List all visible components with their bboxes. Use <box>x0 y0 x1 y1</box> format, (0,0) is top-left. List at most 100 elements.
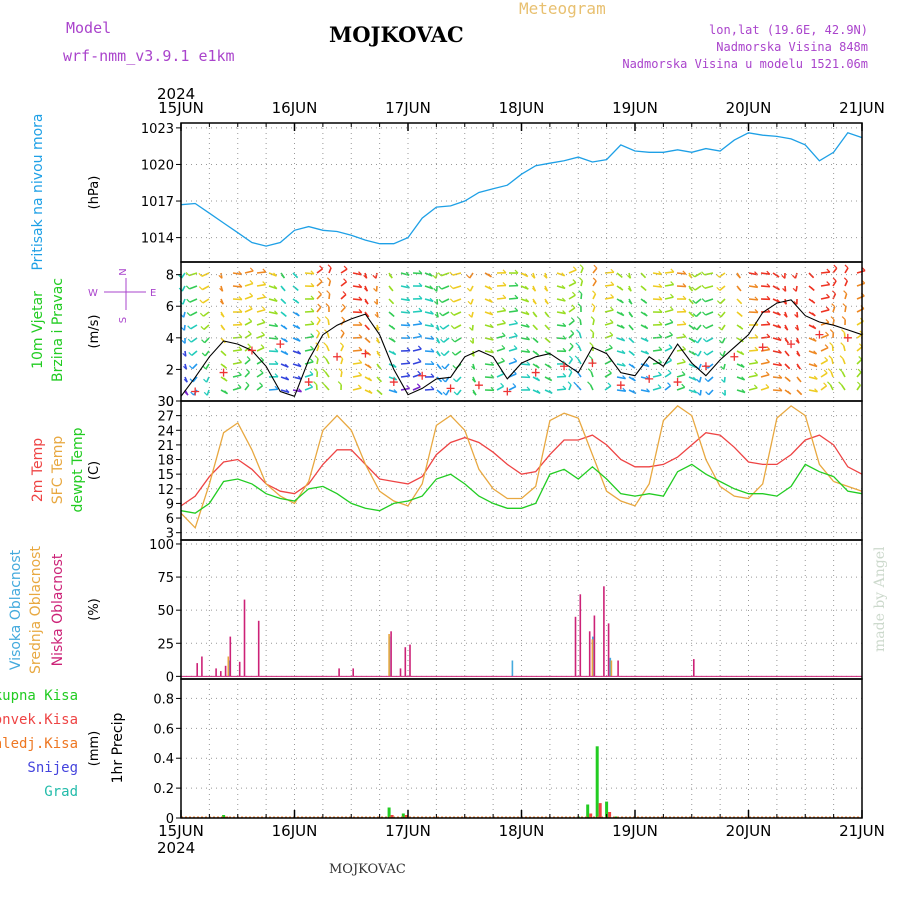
x-tick-label-bottom: 21JUN <box>839 822 885 840</box>
y-tick-label: 21 <box>157 439 174 454</box>
page-title: MOJKOVAC <box>329 22 464 47</box>
pressure-series-line <box>180 132 863 247</box>
y-tick-label: 18 <box>157 454 174 469</box>
cloud-bar-2 <box>238 661 241 677</box>
cloud-bar-1 <box>610 660 613 677</box>
wind-gust-marker <box>701 362 710 371</box>
wind-axis-title-2: Brzina i Pravac <box>50 278 66 382</box>
y-tick-label: 6 <box>166 300 174 315</box>
precip-bar-0 <box>595 746 599 818</box>
y-unit-label: (m/s) <box>87 315 102 349</box>
y-tick-label: 0.2 <box>153 782 174 797</box>
y-tick-label: 0 <box>166 670 174 685</box>
wind-gust-marker <box>588 359 597 368</box>
y-unit-label: (%) <box>87 598 102 621</box>
cloud-bar-2 <box>257 620 260 677</box>
cloud-bar-2 <box>338 668 340 677</box>
cloud-bar-2 <box>603 586 605 677</box>
y-tick-label: 6 <box>166 512 174 527</box>
cloud-bar-2 <box>693 659 695 677</box>
data-marks <box>180 132 863 818</box>
cloud-bar-2 <box>409 644 411 677</box>
altitude-readout: Nadmorska Visina 848m <box>716 40 868 54</box>
cloud-bar-0 <box>511 660 514 677</box>
y-tick-label: 0.6 <box>153 722 174 737</box>
cloud-bar-2 <box>229 636 232 677</box>
precip-legend-item: Snijeg <box>27 760 78 776</box>
cloud-axis-title-high: Visoka Oblacnost <box>8 549 24 670</box>
wind-gust-marker <box>503 387 512 396</box>
wind-gust-marker <box>418 371 427 380</box>
precip-bar-1 <box>390 815 394 818</box>
y-tick-label: 1014 <box>141 232 174 247</box>
x-tick-label-top: 15JUN <box>158 99 204 117</box>
year-label-top: 2024 <box>157 85 195 103</box>
cloud-bar-2 <box>579 594 582 677</box>
cloud-bar-2 <box>390 631 392 677</box>
credit-watermark: made by Angel <box>872 546 888 653</box>
model-name: wrf-nmm_v3.9.1 e1km <box>63 47 235 65</box>
year-label-bottom: 2024 <box>157 839 195 857</box>
cloud-axis-title-low: Niska Oblacnost <box>50 553 66 666</box>
wind-gust-marker <box>730 352 739 361</box>
grid-lines <box>181 123 862 819</box>
wind-gust-marker <box>758 343 767 352</box>
wind-gust-marker <box>616 381 625 390</box>
cloud-bar-1 <box>227 656 230 677</box>
x-tick-label-top: 20JUN <box>726 99 772 117</box>
wind-gust-marker <box>843 333 852 342</box>
y-tick-label: 0 <box>166 395 174 410</box>
panel-frames <box>180 122 863 819</box>
x-tick-label-bottom: 17JUN <box>385 822 431 840</box>
wind-gust-marker <box>276 340 285 349</box>
cloud-bar-1 <box>388 634 390 677</box>
model-label: Model <box>66 19 112 37</box>
precip-bar-0 <box>605 801 609 818</box>
y-tick-label: 12 <box>157 483 174 498</box>
y-tick-label: 0 <box>166 812 174 827</box>
compass-north: N <box>118 268 129 275</box>
y-tick-label: 30 <box>157 395 174 410</box>
temp-axis-title-dewpt: dewpt Temp <box>70 427 86 512</box>
x-tick-label-bottom: 19JUN <box>612 822 658 840</box>
x-tick-label-top: 17JUN <box>385 99 431 117</box>
wind-gust-marker <box>191 387 200 396</box>
y-tick-label: 8 <box>166 269 174 284</box>
x-tick-label-bottom: 18JUN <box>499 822 545 840</box>
cloud-bar-2 <box>607 623 610 677</box>
cloud-bar-2 <box>588 631 591 677</box>
y-tick-label: 15 <box>157 468 174 483</box>
precip-bar-0 <box>401 813 405 818</box>
y-unit-label: (mm) <box>87 731 102 766</box>
y-unit-label: (C) <box>87 461 102 480</box>
wind-gust-marker <box>361 349 370 358</box>
y-tick-label: 4 <box>166 332 174 347</box>
x-tick-label-bottom: 16JUN <box>272 822 318 840</box>
compass-west: W <box>88 288 98 299</box>
cloud-bar-2 <box>617 660 619 677</box>
cloud-bar-2 <box>404 647 407 677</box>
y-tick-label: 27 <box>157 410 174 425</box>
precip-legend-item: Konvek.Kisa <box>0 712 78 728</box>
temp-series-2 <box>180 463 863 514</box>
cloud-axis-title-mid: Srednja Oblacnost <box>28 546 44 674</box>
cloud-bar-2 <box>215 668 217 677</box>
y-tick-label: 1023 <box>141 122 174 137</box>
precip-legend-item: Zaledj.Kisa <box>0 736 78 752</box>
x-tick-label-bottom: 20JUN <box>726 822 772 840</box>
cloud-bar-2 <box>593 615 596 677</box>
wind-vector-field <box>178 264 866 396</box>
wind-speed-line <box>180 299 863 397</box>
cloud-bar-2 <box>220 671 222 677</box>
y-unit-label: (hPa) <box>87 176 102 210</box>
compass-east: E <box>150 288 156 299</box>
y-tick-label: 100 <box>149 538 174 553</box>
precip-legend-item: Grad <box>44 784 78 800</box>
wind-gust-marker <box>787 340 796 349</box>
wind-gust-marker <box>304 378 313 387</box>
precip-bar-0 <box>222 815 226 818</box>
axis-ticks: 1014101710201023(hPa)02468(m/s)369121518… <box>0 85 885 857</box>
y-tick-label: 0.8 <box>153 692 174 707</box>
x-tick-label-top: 19JUN <box>612 99 658 117</box>
x-tick-label-top: 18JUN <box>499 99 545 117</box>
